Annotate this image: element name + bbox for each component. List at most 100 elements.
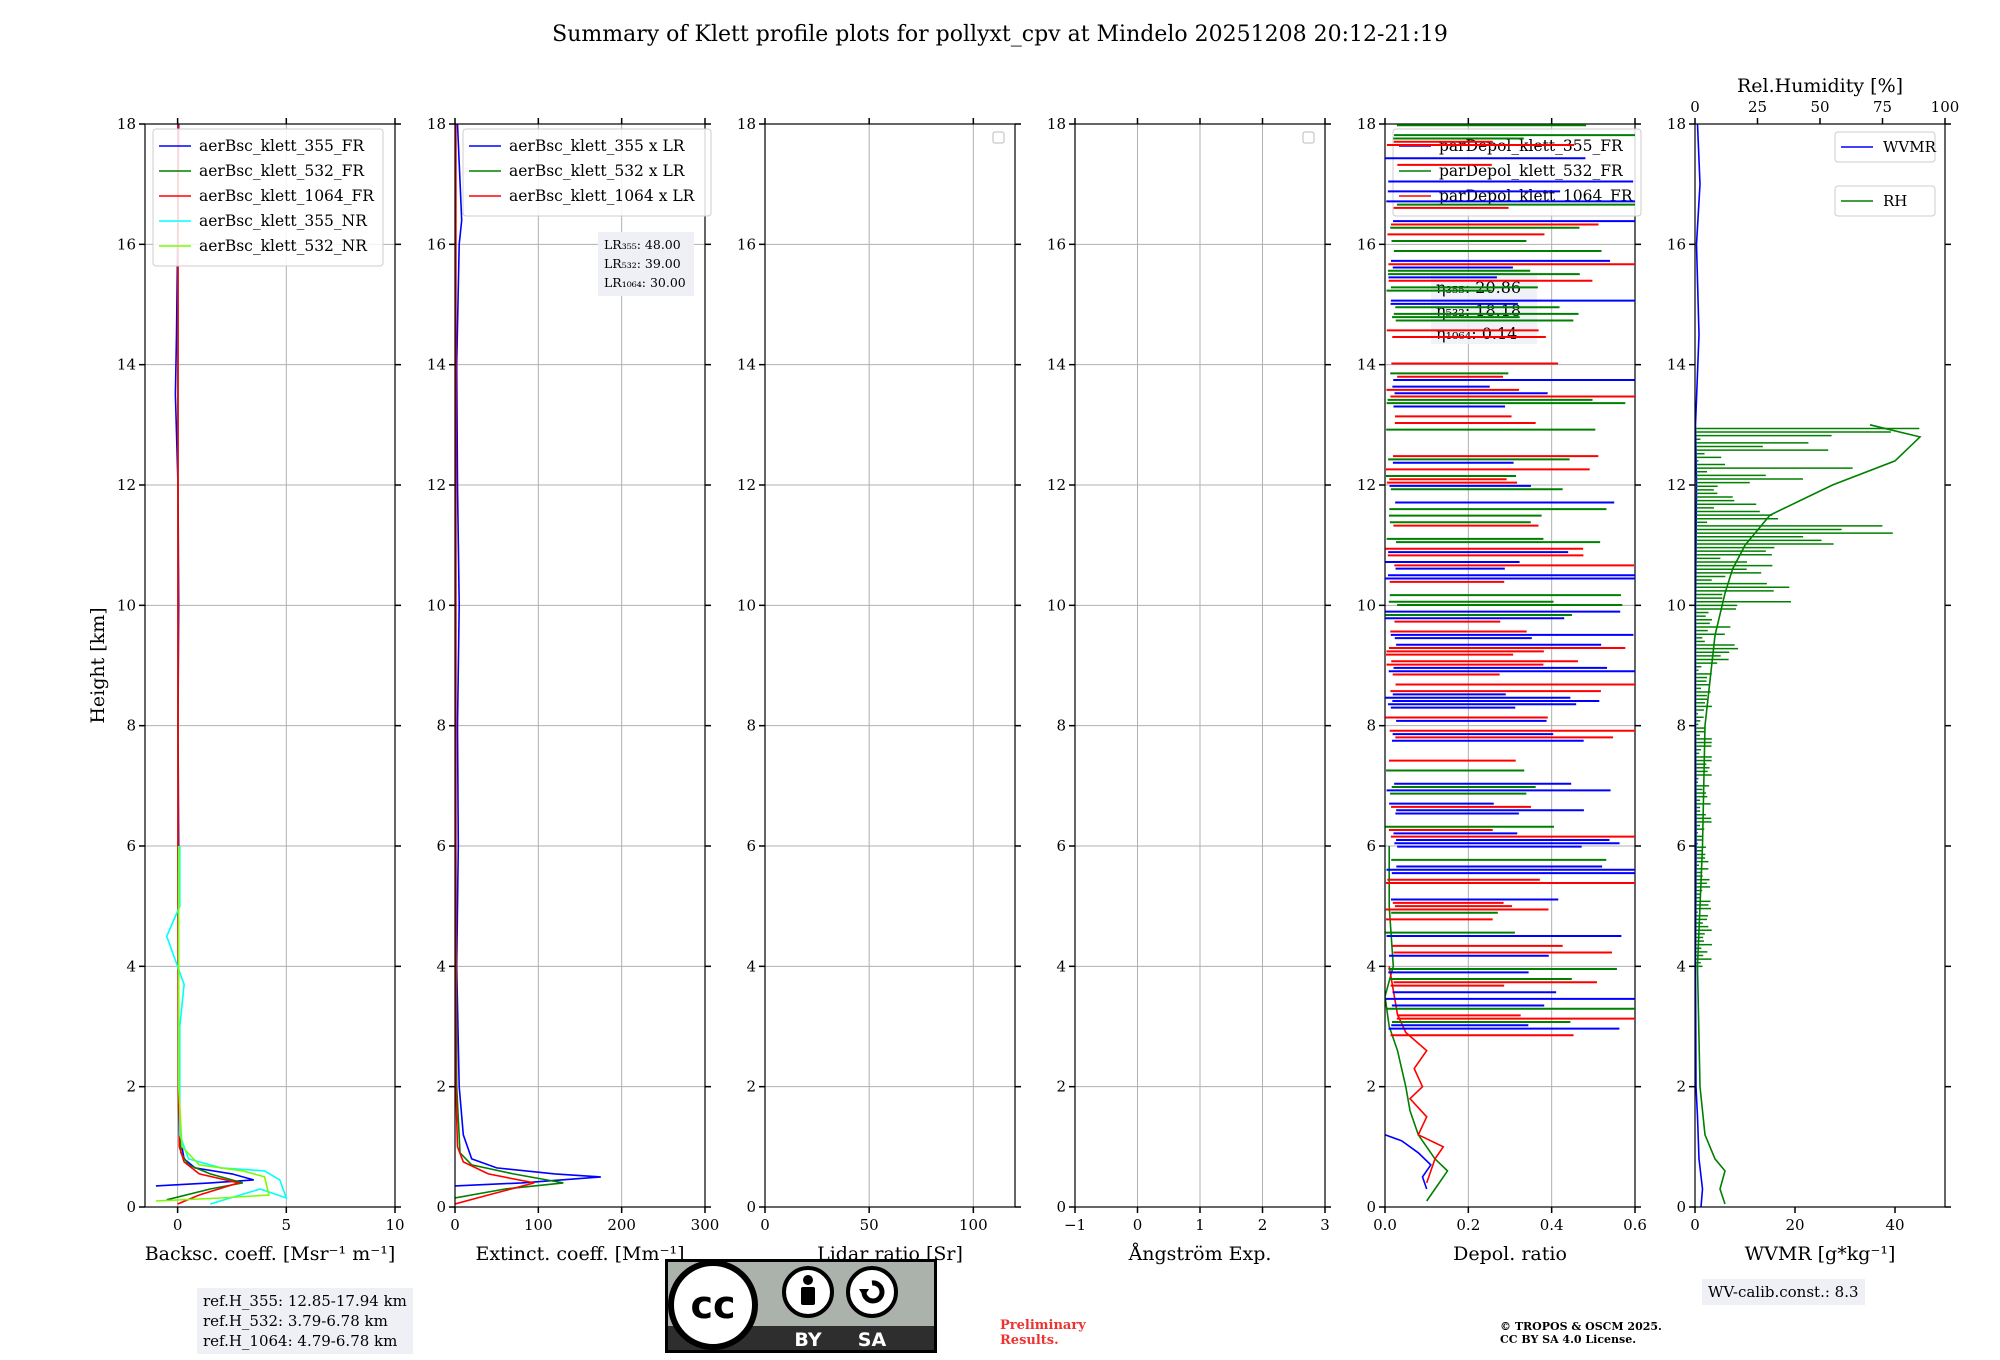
ytick-label-ang-2: 4	[1056, 957, 1066, 975]
ytick-label-lr-7: 14	[737, 356, 756, 374]
legend-label-wv-0: WVMR	[1883, 138, 1937, 156]
ytick-label-ext-7: 14	[427, 356, 446, 374]
annotation-box-ext	[598, 232, 694, 296]
series-bsc-3	[165, 846, 288, 1205]
ytick-label-bsc-8: 16	[117, 235, 136, 253]
empty-legend-lr	[992, 131, 1005, 144]
xaxis-label-ang: Ångström Exp.	[1128, 1243, 1272, 1265]
ytick-label-depol-3: 6	[1366, 837, 1376, 855]
top-xtick-label-wv-4: 100	[1931, 98, 1960, 116]
ytick-label-depol-8: 16	[1357, 235, 1376, 253]
top-xtick-label-wv-0: 0	[1690, 98, 1700, 116]
xaxis-label-depol: Depol. ratio	[1453, 1243, 1567, 1265]
ref-height-532: ref.H_532: 3.79-6.78 km	[203, 1312, 388, 1330]
xtick-label-ext-0: 0	[450, 1216, 460, 1234]
legend-label-ext-0: aerBsc_klett_355 x LR	[509, 137, 686, 155]
ytick-label-ext-9: 18	[427, 115, 446, 133]
legend-label-depol-1: parDepol_klett_532_FR	[1439, 162, 1624, 180]
legend-box-depol	[1392, 128, 1642, 217]
annotation-line-depol-1: η₅₃₂: 18.18	[1436, 301, 1521, 320]
cc-logo-icon	[668, 1260, 758, 1350]
series-wv-1	[1696, 424, 1922, 1205]
xtick-label-ext-1: 100	[524, 1216, 553, 1234]
legend-label-bsc-0: aerBsc_klett_355_FR	[199, 137, 365, 155]
annotation-line-depol-2: η₁₀₆₄: 0.14	[1436, 324, 1517, 343]
ytick-label-depol-9: 18	[1357, 115, 1376, 133]
copyright-note: © TROPOS & OSCM 2025. CC BY SA 4.0 Licen…	[1500, 1320, 1662, 1346]
xtick-label-lr-1: 50	[860, 1216, 879, 1234]
ytick-label-bsc-5: 10	[117, 596, 136, 614]
sa-label: SA	[858, 1329, 887, 1351]
ytick-label-bsc-9: 18	[117, 115, 136, 133]
ytick-label-ext-3: 6	[436, 837, 446, 855]
ytick-label-wv-5: 10	[1667, 596, 1686, 614]
panel-ext: 0 2 4 6 8 10 12 14 16 18 0 100 200 300 Extinct. coeff.…	[427, 115, 719, 1265]
ytick-label-wv-3: 6	[1676, 837, 1686, 855]
preliminary-note: Preliminary Results.	[1000, 1318, 1086, 1348]
top-xtick-label-wv-3: 75	[1873, 98, 1892, 116]
ytick-label-lr-9: 18	[737, 115, 756, 133]
copyright-line1: © TROPOS & OSCM 2025.	[1500, 1320, 1662, 1333]
xtick-label-depol-2: 0.4	[1540, 1216, 1564, 1234]
legend-label-bsc-2: aerBsc_klett_1064_FR	[199, 187, 375, 205]
ytick-label-ang-3: 6	[1056, 837, 1066, 855]
series-depol-0	[1385, 1134, 1432, 1190]
depol-noise-bars	[1385, 124, 1635, 1037]
wv-calib-text: WV-calib.const.: 8.3	[1708, 1283, 1859, 1301]
ytick-label-lr-2: 4	[746, 957, 756, 975]
xtick-label-ang-4: 3	[1320, 1216, 1330, 1234]
series-depol-1	[1385, 846, 1449, 1202]
xtick-label-ang-2: 1	[1195, 1216, 1205, 1234]
ytick-label-depol-2: 4	[1366, 957, 1376, 975]
xtick-label-bsc-1: 5	[282, 1216, 292, 1234]
legend-label-wv-1: RH	[1883, 192, 1907, 210]
series-bsc-0	[155, 124, 254, 1187]
cc-logo-text: cc	[690, 1283, 735, 1327]
ytick-label-wv-6: 12	[1667, 476, 1686, 494]
cc-license-badge: cc BY SA	[665, 1259, 937, 1353]
ytick-label-bsc-4: 8	[126, 717, 136, 735]
ytick-label-lr-8: 16	[737, 235, 756, 253]
axes-frame-ext	[454, 123, 706, 1208]
series-ext-1	[455, 124, 564, 1199]
xaxis-label-bsc: Backsc. coeff. [Msr⁻¹ m⁻¹]	[145, 1243, 396, 1265]
xtick-label-depol-1: 0.2	[1456, 1216, 1480, 1234]
xtick-label-ang-1: 0	[1133, 1216, 1143, 1234]
ytick-label-wv-2: 4	[1676, 957, 1686, 975]
ytick-label-depol-4: 8	[1366, 717, 1376, 735]
xtick-label-ang-3: 2	[1258, 1216, 1268, 1234]
ytick-label-ang-8: 16	[1047, 235, 1066, 253]
yaxis-label: Height [km]	[87, 607, 109, 723]
legend-box-wv-1	[1834, 185, 1936, 217]
ytick-label-wv-9: 18	[1667, 115, 1686, 133]
legend-box-bsc	[152, 128, 384, 267]
xaxis-label-wv: WVMR [g*kg⁻¹]	[1745, 1243, 1896, 1265]
ytick-label-ext-2: 4	[436, 957, 446, 975]
ytick-label-ang-0: 0	[1056, 1198, 1066, 1216]
legend-label-bsc-4: aerBsc_klett_532_NR	[199, 237, 368, 255]
ref-height-box: ref.H_355: 12.85-17.94 km ref.H_532: 3.7…	[197, 1288, 413, 1354]
xtick-label-lr-0: 0	[760, 1216, 770, 1234]
xtick-label-wv-1: 20	[1785, 1216, 1804, 1234]
ytick-label-ang-7: 14	[1047, 356, 1066, 374]
panel-bsc: 0 2 4 6 8 10 12 14 16 18 0 5 10 Backsc. coeff. [Msr⁻¹…	[117, 115, 405, 1265]
legend-label-ext-2: aerBsc_klett_1064 x LR	[509, 187, 696, 205]
ytick-label-bsc-2: 4	[126, 957, 136, 975]
series-bsc-2	[177, 124, 242, 1205]
ytick-label-bsc-3: 6	[126, 837, 136, 855]
preliminary-line1: Preliminary	[1000, 1318, 1086, 1333]
ytick-label-ext-4: 8	[436, 717, 446, 735]
ytick-label-bsc-1: 2	[126, 1078, 136, 1096]
ytick-label-ang-5: 10	[1047, 596, 1066, 614]
ytick-label-depol-5: 10	[1357, 596, 1376, 614]
xtick-label-depol-0: 0.0	[1373, 1216, 1397, 1234]
xtick-label-wv-0: 0	[1690, 1216, 1700, 1234]
axes-frame-lr	[764, 123, 1016, 1208]
copyright-line2: CC BY SA 4.0 License.	[1500, 1333, 1637, 1346]
ytick-label-bsc-6: 12	[117, 476, 136, 494]
ytick-label-wv-1: 2	[1676, 1078, 1686, 1096]
xtick-label-ext-2: 200	[607, 1216, 636, 1234]
